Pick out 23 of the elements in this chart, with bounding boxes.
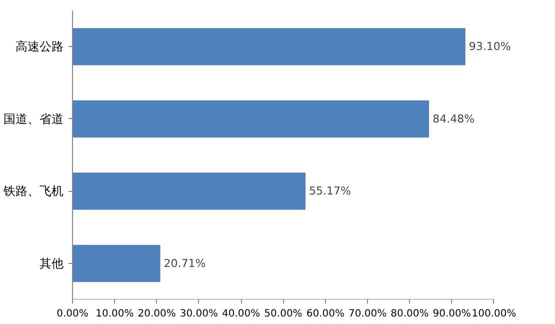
y-tick-label: 铁路、飞机 (2, 184, 64, 198)
x-tick-label: 100.00% (472, 308, 516, 320)
data-label: 20.71% (164, 256, 206, 270)
bar (72, 28, 466, 66)
x-tick-label: 60.00% (306, 308, 344, 320)
x-tick-label: 0.00% (56, 308, 88, 320)
x-tick-label: 90.00% (432, 308, 471, 320)
bar (72, 100, 430, 138)
x-tick-label: 10.00% (96, 308, 134, 320)
data-label: 55.17% (309, 184, 351, 198)
data-label: 93.10% (468, 40, 511, 54)
y-tick-label: 其他 (40, 256, 64, 270)
x-tick-label: 70.00% (348, 308, 387, 320)
x-tick-label: 40.00% (222, 308, 260, 320)
x-tick-label: 30.00% (180, 308, 218, 320)
x-tick-label: 50.00% (264, 308, 302, 320)
x-tick-label: 80.00% (390, 308, 429, 320)
bar (72, 172, 306, 210)
y-tick-label: 高速公路 (16, 40, 64, 54)
x-tick-label: 20.00% (138, 308, 176, 320)
bar (72, 244, 160, 282)
data-label: 84.48% (432, 112, 475, 126)
y-tick-label: 国道、省道 (4, 112, 64, 126)
